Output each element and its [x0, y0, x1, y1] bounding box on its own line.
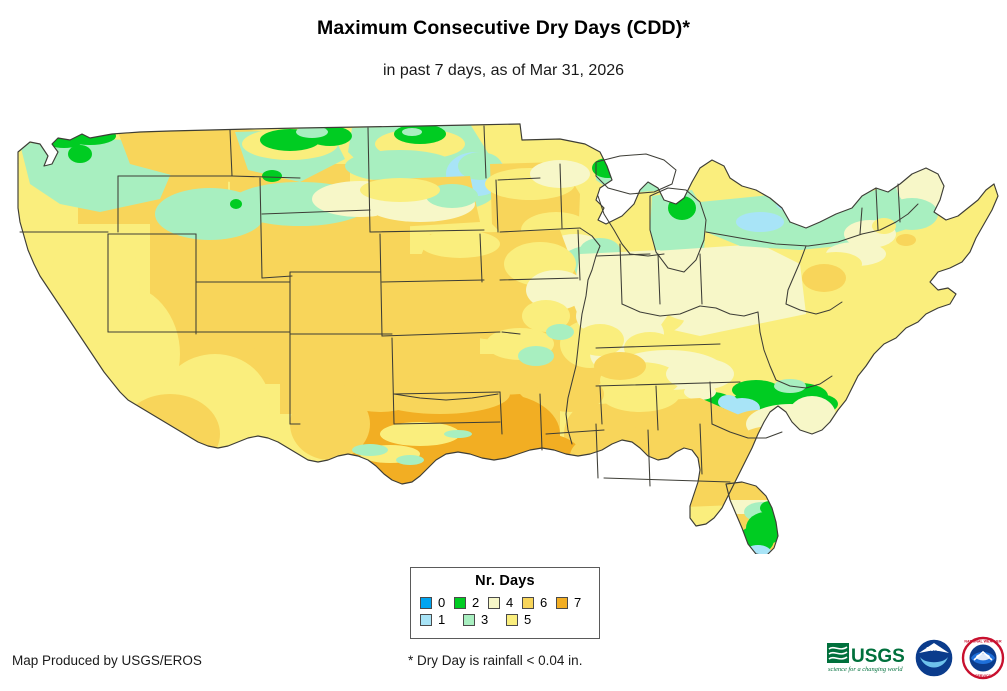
legend-entry-3[interactable]: 3	[463, 613, 506, 626]
cdd-map	[0, 104, 1007, 554]
legend-swatch-7-icon	[556, 596, 568, 609]
legend-row-bottom: 1 3 5	[420, 611, 590, 628]
legend-swatch-5-icon	[506, 613, 518, 626]
state-boundaries	[17, 123, 999, 554]
legend-label-5: 5	[524, 612, 532, 627]
legend-entry-2[interactable]: 2	[454, 596, 488, 609]
map-legend: Nr. Days 0 2 4 6 7	[410, 567, 600, 639]
title-block: Maximum Consecutive Dry Days (CDD)* in p…	[0, 0, 1007, 80]
legend-swatch-3-icon	[463, 613, 475, 626]
legend-title: Nr. Days	[475, 573, 535, 589]
map-credit: Map Produced by USGS/EROS	[12, 653, 202, 668]
legend-swatch-1-icon	[420, 613, 432, 626]
legend-entry-0[interactable]: 0	[420, 596, 454, 609]
svg-text:SERVICE: SERVICE	[975, 674, 991, 678]
svg-text:NATIONAL WEATHER: NATIONAL WEATHER	[964, 640, 1002, 644]
legend-entry-7[interactable]: 7	[556, 596, 590, 609]
legend-entry-6[interactable]: 6	[522, 596, 556, 609]
map-svg	[17, 123, 999, 554]
legend-entry-5[interactable]: 5	[506, 613, 549, 626]
legend-label-1: 1	[438, 612, 446, 627]
dry-day-footnote: * Dry Day is rainfall < 0.04 in.	[408, 653, 583, 668]
legend-label-0: 0	[438, 595, 446, 610]
legend-swatch-6-icon	[522, 596, 534, 609]
svg-text:NOAA: NOAA	[926, 647, 942, 653]
legend-swatch-2-icon	[454, 596, 466, 609]
legend-entry-4[interactable]: 4	[488, 596, 522, 609]
legend-label-4: 4	[506, 595, 514, 610]
usgs-logo[interactable]: USGS science for a changing world	[825, 638, 907, 678]
agency-logos: USGS science for a changing world NOAA N…	[825, 633, 1005, 683]
legend-entry-1[interactable]: 1	[420, 613, 463, 626]
page-subtitle: in past 7 days, as of Mar 31, 2026	[382, 62, 625, 79]
legend-label-7: 7	[574, 595, 582, 610]
legend-label-2: 2	[472, 595, 480, 610]
legend-swatch-0-icon	[420, 596, 432, 609]
cdd-raster-layer	[18, 124, 998, 526]
legend-row-top: 0 2 4 6 7	[420, 594, 590, 611]
svg-text:USGS: USGS	[851, 646, 905, 667]
page-title: Maximum Consecutive Dry Days (CDD)*	[316, 17, 691, 39]
legend-label-3: 3	[481, 612, 489, 627]
svg-text:science for a changing world: science for a changing world	[828, 666, 903, 673]
legend-rows: 0 2 4 6 7 1	[411, 594, 599, 628]
legend-swatch-4-icon	[488, 596, 500, 609]
legend-label-6: 6	[540, 595, 548, 610]
noaa-logo[interactable]: NOAA	[913, 637, 955, 679]
national-weather-service-logo[interactable]: NATIONAL WEATHER SERVICE	[961, 636, 1005, 680]
